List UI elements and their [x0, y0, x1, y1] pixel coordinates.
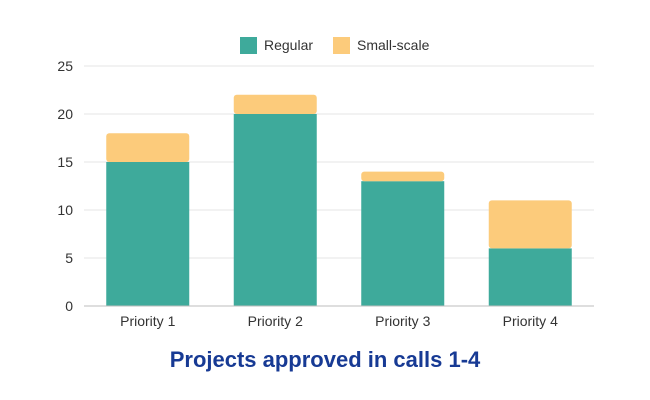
x-tick-label: Priority 1: [120, 313, 175, 329]
x-tick-label: Priority 4: [503, 313, 558, 329]
x-axis-ticks: Priority 1 Priority 2 Priority 3 Priority 4: [120, 313, 558, 329]
x-tick-label: Priority 3: [375, 313, 430, 329]
chart-title: Projects approved in calls 1-4: [170, 347, 481, 372]
bars: [106, 94, 572, 306]
bar-regular-1: [106, 162, 190, 306]
y-tick-label: 10: [57, 202, 73, 218]
y-tick-label: 25: [57, 58, 73, 74]
y-tick-label: 20: [57, 106, 73, 122]
legend-label-small-scale: Small-scale: [357, 37, 430, 53]
legend-swatch-regular: [240, 37, 257, 54]
y-tick-label: 5: [65, 250, 73, 266]
y-tick-label: 15: [57, 154, 73, 170]
legend-swatch-small-scale: [333, 37, 350, 54]
bar-small-scale-1: [106, 133, 190, 162]
bar-small-scale-2: [233, 94, 317, 114]
bar-regular-4: [488, 248, 572, 306]
legend: Regular Small-scale: [240, 37, 430, 54]
y-tick-label: 0: [65, 298, 73, 314]
bar-regular-3: [361, 181, 445, 306]
y-axis-ticks: 0 5 10 15 20 25: [57, 58, 73, 314]
bar-small-scale-3: [361, 171, 445, 182]
legend-label-regular: Regular: [264, 37, 313, 53]
bar-regular-2: [233, 114, 317, 306]
bar-small-scale-4: [488, 200, 572, 249]
x-tick-label: Priority 2: [248, 313, 303, 329]
